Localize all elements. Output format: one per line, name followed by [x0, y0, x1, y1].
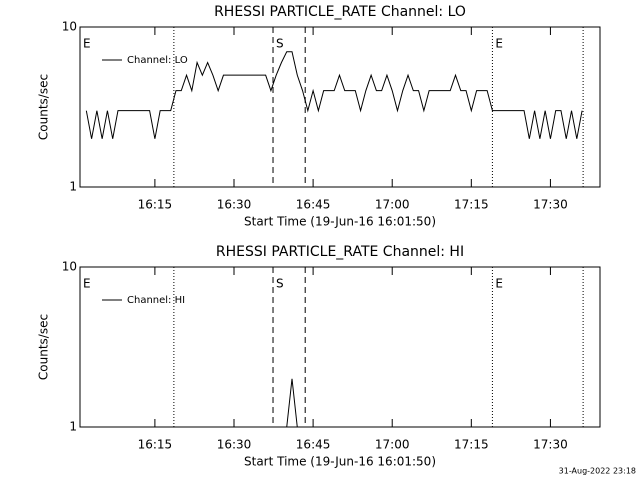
y-axis-label: Counts/sec: [37, 314, 51, 380]
timestamp: 31-Aug-2022 23:18: [559, 467, 636, 476]
y-tick-label: 10: [62, 20, 77, 34]
y-axis-label: Counts/sec: [37, 74, 51, 140]
x-tick-label: 17:15: [454, 198, 489, 212]
x-tick-label: 16:30: [217, 438, 252, 452]
plot-frame: [79, 266, 601, 428]
x-tick-label: 16:15: [138, 198, 173, 212]
event-label: E: [495, 37, 503, 51]
x-tick-label: 16:30: [217, 198, 252, 212]
x-tick-label: 16:45: [296, 198, 331, 212]
event-label: E: [495, 277, 503, 291]
event-label: E: [83, 277, 91, 291]
x-axis-label: Start Time (19-Jun-16 16:01:50): [244, 455, 436, 469]
y-tick-label: 10: [62, 260, 77, 274]
legend-label: Channel: LO: [127, 55, 188, 66]
x-tick-label: 16:15: [138, 438, 173, 452]
x-tick-label: 16:45: [296, 438, 331, 452]
plot-frame: [79, 26, 601, 188]
x-axis-label: Start Time (19-Jun-16 16:01:50): [244, 215, 436, 229]
event-label: S: [276, 277, 284, 291]
legend-label: Channel: HI: [127, 295, 185, 306]
y-tick-label: 1: [69, 180, 77, 194]
x-tick-label: 17:15: [454, 438, 489, 452]
event-label: S: [276, 37, 284, 51]
data-line: [85, 51, 583, 139]
event-label: E: [83, 37, 91, 51]
y-tick-label: 1: [69, 420, 77, 434]
chart-title: RHESSI PARTICLE_RATE Channel: LO: [214, 4, 466, 20]
x-tick-label: 17:30: [533, 198, 568, 212]
data-line: [86, 378, 583, 428]
x-tick-label: 17:30: [533, 438, 568, 452]
x-tick-label: 17:00: [375, 198, 410, 212]
chart-title: RHESSI PARTICLE_RATE Channel: HI: [216, 244, 464, 260]
x-tick-label: 17:00: [375, 438, 410, 452]
